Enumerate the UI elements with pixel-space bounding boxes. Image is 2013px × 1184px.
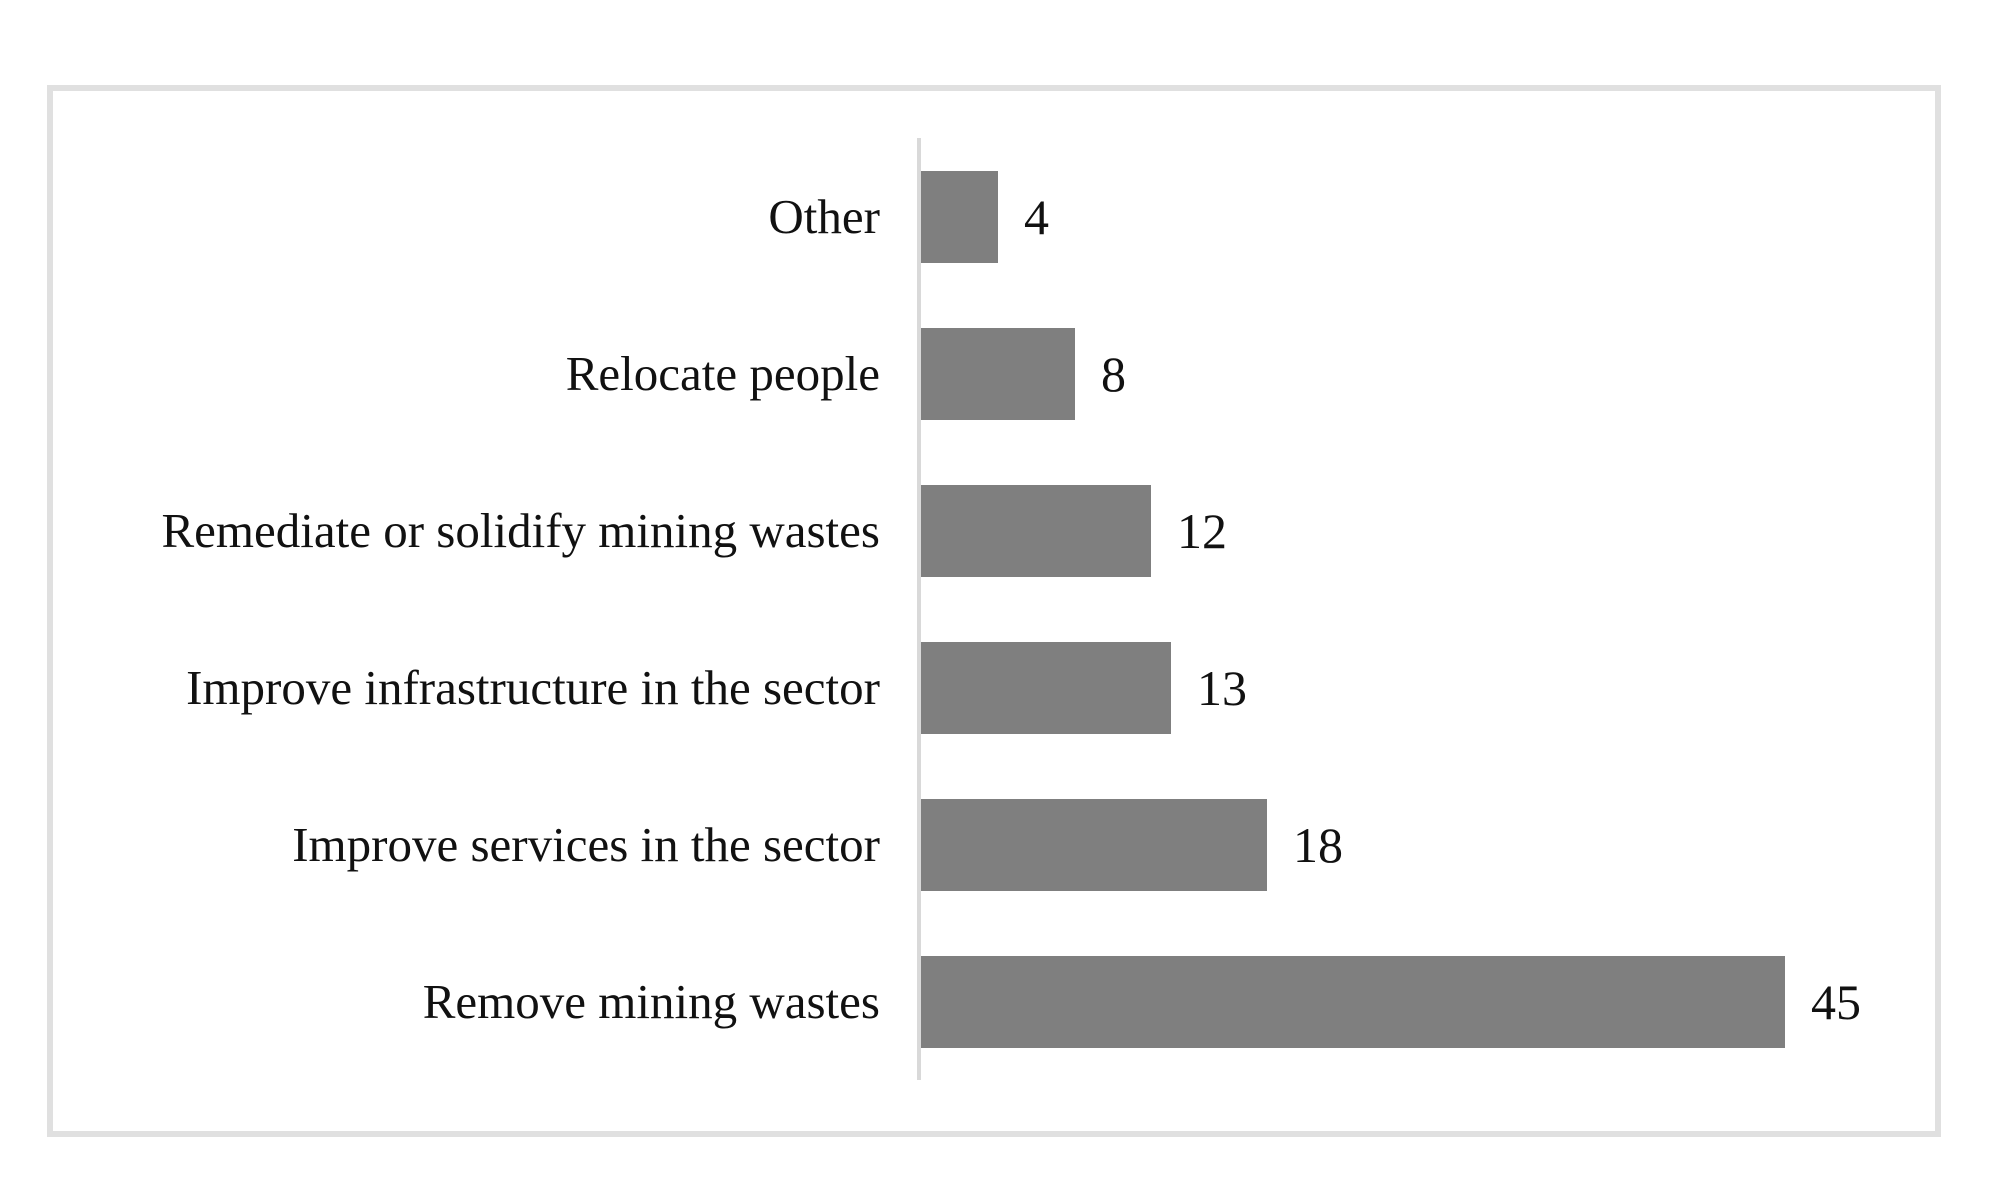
bar [921,641,1171,734]
bar-track: 8 [921,327,1126,420]
bar [921,484,1151,577]
bar [921,798,1267,891]
bar [921,170,998,263]
value-label: 4 [1024,188,1049,245]
value-label: 13 [1197,659,1247,716]
value-label: 12 [1177,502,1227,559]
value-label: 45 [1811,973,1861,1030]
bar-track: 12 [921,484,1227,577]
bar-row: Other 4 [53,138,1935,295]
category-label: Remediate or solidify mining wastes [161,502,880,558]
bar-row: Improve services in the sector 18 [53,766,1935,923]
category-label: Improve infrastructure in the sector [186,659,880,715]
category-label: Other [768,188,880,244]
bar-track: 4 [921,170,1049,263]
value-label: 18 [1293,816,1343,873]
bar-track: 45 [921,955,1861,1048]
value-label: 8 [1101,345,1126,402]
bar-track: 18 [921,798,1343,891]
category-label: Relocate people [565,345,880,401]
bar [921,955,1785,1048]
category-label: Improve services in the sector [292,816,880,872]
bar-row: Improve infrastructure in the sector 13 [53,609,1935,766]
chart-frame: Other 4 Relocate people 8 Remediate or s… [47,85,1941,1137]
y-axis-line [917,138,921,1080]
bar-row: Relocate people 8 [53,295,1935,452]
category-label: Remove mining wastes [422,973,880,1029]
bar-row: Remove mining wastes 45 [53,923,1935,1080]
bar-track: 13 [921,641,1247,734]
plot-area: Other 4 Relocate people 8 Remediate or s… [53,138,1935,1080]
bar [921,327,1075,420]
bar-row: Remediate or solidify mining wastes 12 [53,452,1935,609]
